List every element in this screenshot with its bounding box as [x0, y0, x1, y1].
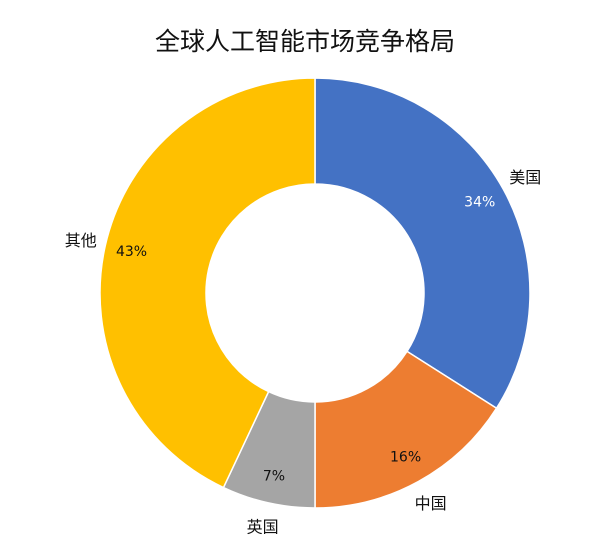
chart-title: 全球人工智能市场竞争格局 — [154, 27, 455, 56]
donut-slice-1 — [314, 350, 498, 509]
donut-slice-3 — [99, 77, 316, 489]
donut-slice-0 — [314, 77, 531, 410]
slice-category-label-3: 其他 — [65, 231, 97, 250]
slice-value-label-3: 43% — [116, 244, 147, 260]
slice-value-label-1: 16% — [390, 450, 421, 466]
slice-category-label-1: 中国 — [415, 494, 447, 513]
slice-category-label-2: 英国 — [247, 518, 279, 537]
slice-category-label-0: 美国 — [509, 168, 541, 187]
slice-value-label-2: 7% — [263, 468, 285, 484]
slice-value-label-0: 34% — [464, 194, 495, 210]
